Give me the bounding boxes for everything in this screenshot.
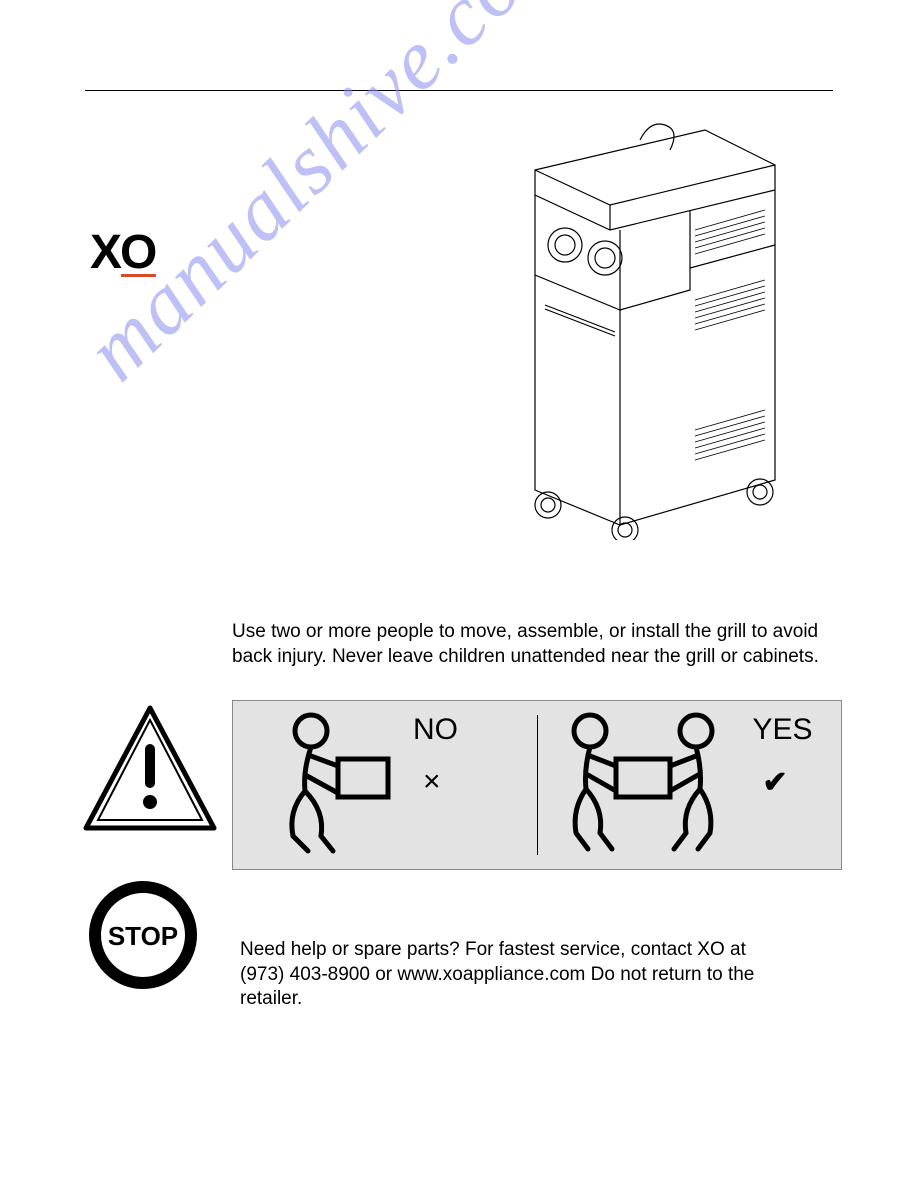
svg-text:STOP: STOP bbox=[108, 921, 178, 951]
horizontal-rule bbox=[85, 90, 833, 91]
help-url: www.xoappliance.com bbox=[397, 964, 585, 985]
stop-sign-icon: STOP bbox=[88, 880, 198, 990]
lifting-diagram: NO × YES bbox=[232, 700, 842, 870]
help-line1: Need help or spare parts? For fastest se… bbox=[240, 939, 746, 960]
diagram-yes-panel: YES ✔ bbox=[538, 701, 842, 869]
no-label: NO bbox=[413, 713, 458, 747]
diagram-no-panel: NO × bbox=[233, 701, 537, 869]
logo-o: O bbox=[120, 226, 157, 279]
grill-illustration bbox=[490, 110, 790, 540]
warning-triangle-icon bbox=[80, 700, 220, 840]
single-lift-icon bbox=[233, 701, 413, 871]
no-mark-icon: × bbox=[423, 765, 441, 799]
lifting-instruction: Use two or more people to move, assemble… bbox=[232, 620, 842, 669]
page-content bbox=[85, 90, 833, 91]
help-contact-text: Need help or spare parts? For fastest se… bbox=[240, 938, 820, 1012]
yes-mark-icon: ✔ bbox=[763, 765, 788, 800]
logo-x: X bbox=[90, 226, 120, 279]
yes-label: YES bbox=[753, 713, 813, 747]
two-lift-icon bbox=[538, 701, 748, 871]
help-phone: (973) 403-8900 bbox=[240, 964, 370, 985]
help-or: or bbox=[370, 964, 397, 985]
xo-logo: XO bbox=[90, 225, 157, 280]
